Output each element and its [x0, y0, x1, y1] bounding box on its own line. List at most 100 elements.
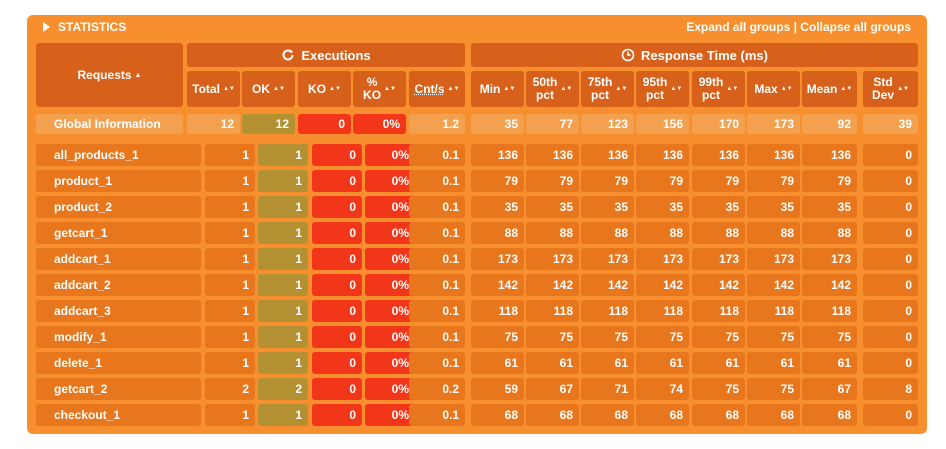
request-std-value: 0	[905, 356, 912, 370]
request-row-name[interactable]: checkout_1	[36, 404, 201, 426]
header-std[interactable]: Std Dev ▲▼	[863, 71, 918, 107]
request-total-value: 1	[242, 174, 249, 188]
request-row-name[interactable]: addcart_3	[36, 300, 201, 322]
request-row-name[interactable]: product_2	[36, 196, 201, 218]
request-ko-cell: 0	[312, 170, 362, 192]
header-min-label: Min	[480, 82, 501, 96]
request-ko-value: 0	[349, 382, 356, 396]
request-name: all_products_1	[54, 148, 139, 162]
global-std-value: 39	[898, 117, 912, 131]
header-max[interactable]: Max ▲▼	[747, 71, 800, 107]
request-std-value: 0	[905, 200, 912, 214]
request-ok-cell: 1	[258, 326, 308, 348]
sort-icon: ▲▼	[780, 85, 793, 92]
header-p95[interactable]: 95th pct ▲▼	[636, 71, 689, 107]
header-p99-label: 99th pct	[699, 76, 724, 102]
header-requests[interactable]: Requests ▲	[36, 43, 183, 107]
request-max-cell: 75	[747, 326, 800, 348]
request-p50-cell: 35	[526, 196, 579, 218]
header-p99[interactable]: 99th pct ▲▼	[692, 71, 745, 107]
header-min[interactable]: Min ▲▼	[471, 71, 524, 107]
global-information-name[interactable]: Global Information	[36, 114, 183, 134]
request-p95-cell: 136	[636, 144, 689, 166]
header-ok-label: OK	[252, 82, 270, 96]
request-ko-pct-value: 0%	[391, 330, 409, 344]
request-total-cell: 1	[205, 404, 255, 426]
statistics-toggle[interactable]: STATISTICS	[43, 20, 126, 34]
header-total[interactable]: Total ▲▼	[187, 71, 240, 107]
request-ko-cell: 0	[312, 326, 362, 348]
request-ok-value: 1	[295, 252, 302, 266]
request-ko-pct-cell: 0%	[365, 274, 415, 296]
request-p50-cell: 75	[526, 326, 579, 348]
request-total-cell: 1	[205, 144, 255, 166]
request-row-name[interactable]: getcart_1	[36, 222, 201, 244]
global-min-cell: 35	[471, 114, 524, 134]
collapse-all-groups-link[interactable]: Collapse all groups	[800, 20, 911, 34]
request-p99-cell: 79	[692, 170, 745, 192]
sort-icon: ▲▼	[503, 85, 516, 92]
sort-icon: ▲▼	[329, 85, 341, 92]
request-mean-value: 67	[837, 382, 851, 396]
global-std-cell: 39	[863, 114, 918, 134]
request-p50-value: 67	[559, 382, 573, 396]
request-p50-value: 142	[552, 278, 573, 292]
header-p50[interactable]: 50th pct ▲▼	[526, 71, 579, 107]
global-p75-value: 123	[607, 117, 628, 131]
request-row-name[interactable]: product_1	[36, 170, 201, 192]
sort-icon: ▲▼	[447, 85, 460, 92]
request-min-cell: 79	[471, 170, 524, 192]
expand-all-groups-link[interactable]: Expand all groups	[686, 20, 791, 34]
request-mean-value: 88	[837, 226, 851, 240]
header-ko-label: KO	[308, 82, 326, 96]
request-max-cell: 136	[747, 144, 800, 166]
request-mean-cell: 68	[802, 404, 857, 426]
request-ko-pct-value: 0%	[391, 278, 409, 292]
request-p99-value: 118	[719, 304, 739, 318]
request-ko-pct-cell: 0%	[365, 326, 415, 348]
global-ko-pct-cell: 0%	[353, 114, 406, 134]
request-min-cell: 173	[471, 248, 524, 270]
request-p75-value: 142	[607, 278, 628, 292]
request-p95-cell: 142	[636, 274, 689, 296]
global-ko-pct-value: 0%	[382, 117, 400, 131]
header-p95-label: 95th pct	[643, 76, 668, 102]
request-p99-cell: 75	[692, 378, 745, 400]
request-row-name[interactable]: delete_1	[36, 352, 201, 374]
header-p75[interactable]: 75th pct ▲▼	[581, 71, 634, 107]
header-text: Mean	[806, 81, 838, 96]
header-mean[interactable]: Mean ▲▼	[802, 71, 857, 107]
request-row-name[interactable]: all_products_1	[36, 144, 201, 166]
request-max-value: 136	[773, 148, 794, 162]
global-ko-cell: 0	[298, 114, 351, 134]
request-max-value: 79	[780, 174, 794, 188]
request-ko-cell: 0	[312, 352, 362, 374]
header-ok[interactable]: OK ▲▼	[242, 71, 295, 107]
triangle-right-icon	[43, 22, 50, 32]
request-ko-pct-value: 0%	[391, 200, 409, 214]
group-executions-label: Executions	[301, 47, 371, 63]
request-name: addcart_3	[54, 304, 111, 318]
request-row-name[interactable]: addcart_1	[36, 248, 201, 270]
request-min-value: 59	[504, 382, 518, 396]
request-std-cell: 8	[863, 378, 918, 400]
header-cnt[interactable]: Cnt/s ▲▼	[409, 71, 465, 107]
request-p95-cell: 74	[636, 378, 689, 400]
request-min-cell: 59	[471, 378, 524, 400]
request-row-name[interactable]: addcart_2	[36, 274, 201, 296]
request-row-name[interactable]: modify_1	[36, 326, 201, 348]
header-p75-label: 75th pct	[588, 76, 613, 102]
global-max-value: 173	[773, 117, 794, 131]
header-p50-label: 50th pct	[533, 76, 558, 102]
request-ko-pct-cell: 0%	[365, 170, 415, 192]
sort-icon: ▲▼	[726, 85, 739, 92]
request-p75-value: 79	[614, 174, 628, 188]
request-total-cell: 1	[205, 196, 255, 218]
request-p95-cell: 68	[636, 404, 689, 426]
header-ko[interactable]: KO ▲▼	[298, 71, 351, 107]
request-ko-value: 0	[349, 174, 356, 188]
request-ko-value: 0	[349, 226, 356, 240]
global-p50-value: 77	[559, 117, 573, 131]
header-ko-pct[interactable]: % KO ▲▼	[353, 71, 406, 107]
request-row-name[interactable]: getcart_2	[36, 378, 201, 400]
